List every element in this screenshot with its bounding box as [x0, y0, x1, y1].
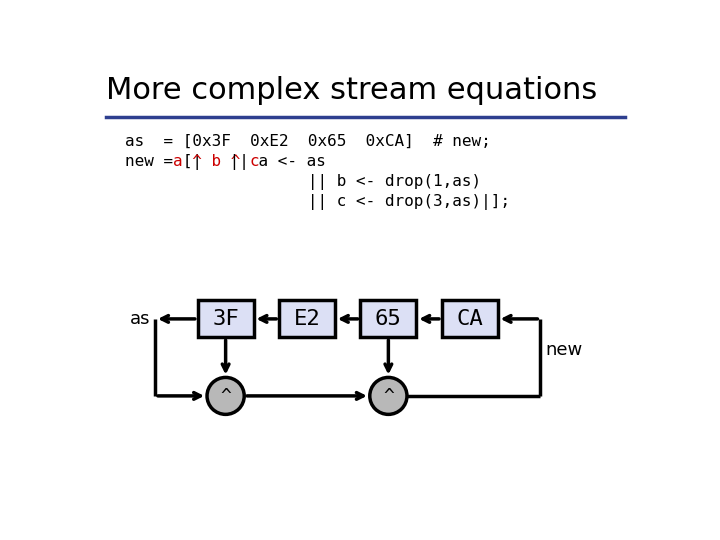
Text: as: as — [130, 310, 150, 328]
Text: CA: CA — [456, 309, 483, 329]
Text: new = [|: new = [| — [125, 154, 212, 170]
FancyBboxPatch shape — [198, 300, 253, 338]
Text: 3F: 3F — [212, 309, 239, 329]
Text: E2: E2 — [294, 309, 320, 329]
Circle shape — [207, 377, 244, 414]
FancyBboxPatch shape — [442, 300, 498, 338]
Text: || a <- as: || a <- as — [220, 154, 326, 170]
Text: ^: ^ — [220, 387, 231, 405]
Text: || b <- drop(1,as): || b <- drop(1,as) — [125, 174, 481, 190]
Text: a ^ b ^ c: a ^ b ^ c — [173, 154, 259, 169]
Text: 65: 65 — [375, 309, 402, 329]
Text: as  = [0x3F  0xE2  0x65  0xCA]  # new;: as = [0x3F 0xE2 0x65 0xCA] # new; — [125, 134, 490, 149]
Text: new: new — [545, 341, 582, 359]
Text: More complex stream equations: More complex stream equations — [106, 76, 597, 105]
Circle shape — [370, 377, 407, 414]
Text: || c <- drop(3,as)|];: || c <- drop(3,as)|]; — [125, 194, 510, 210]
FancyBboxPatch shape — [279, 300, 335, 338]
FancyBboxPatch shape — [361, 300, 416, 338]
Text: ^: ^ — [383, 387, 394, 405]
